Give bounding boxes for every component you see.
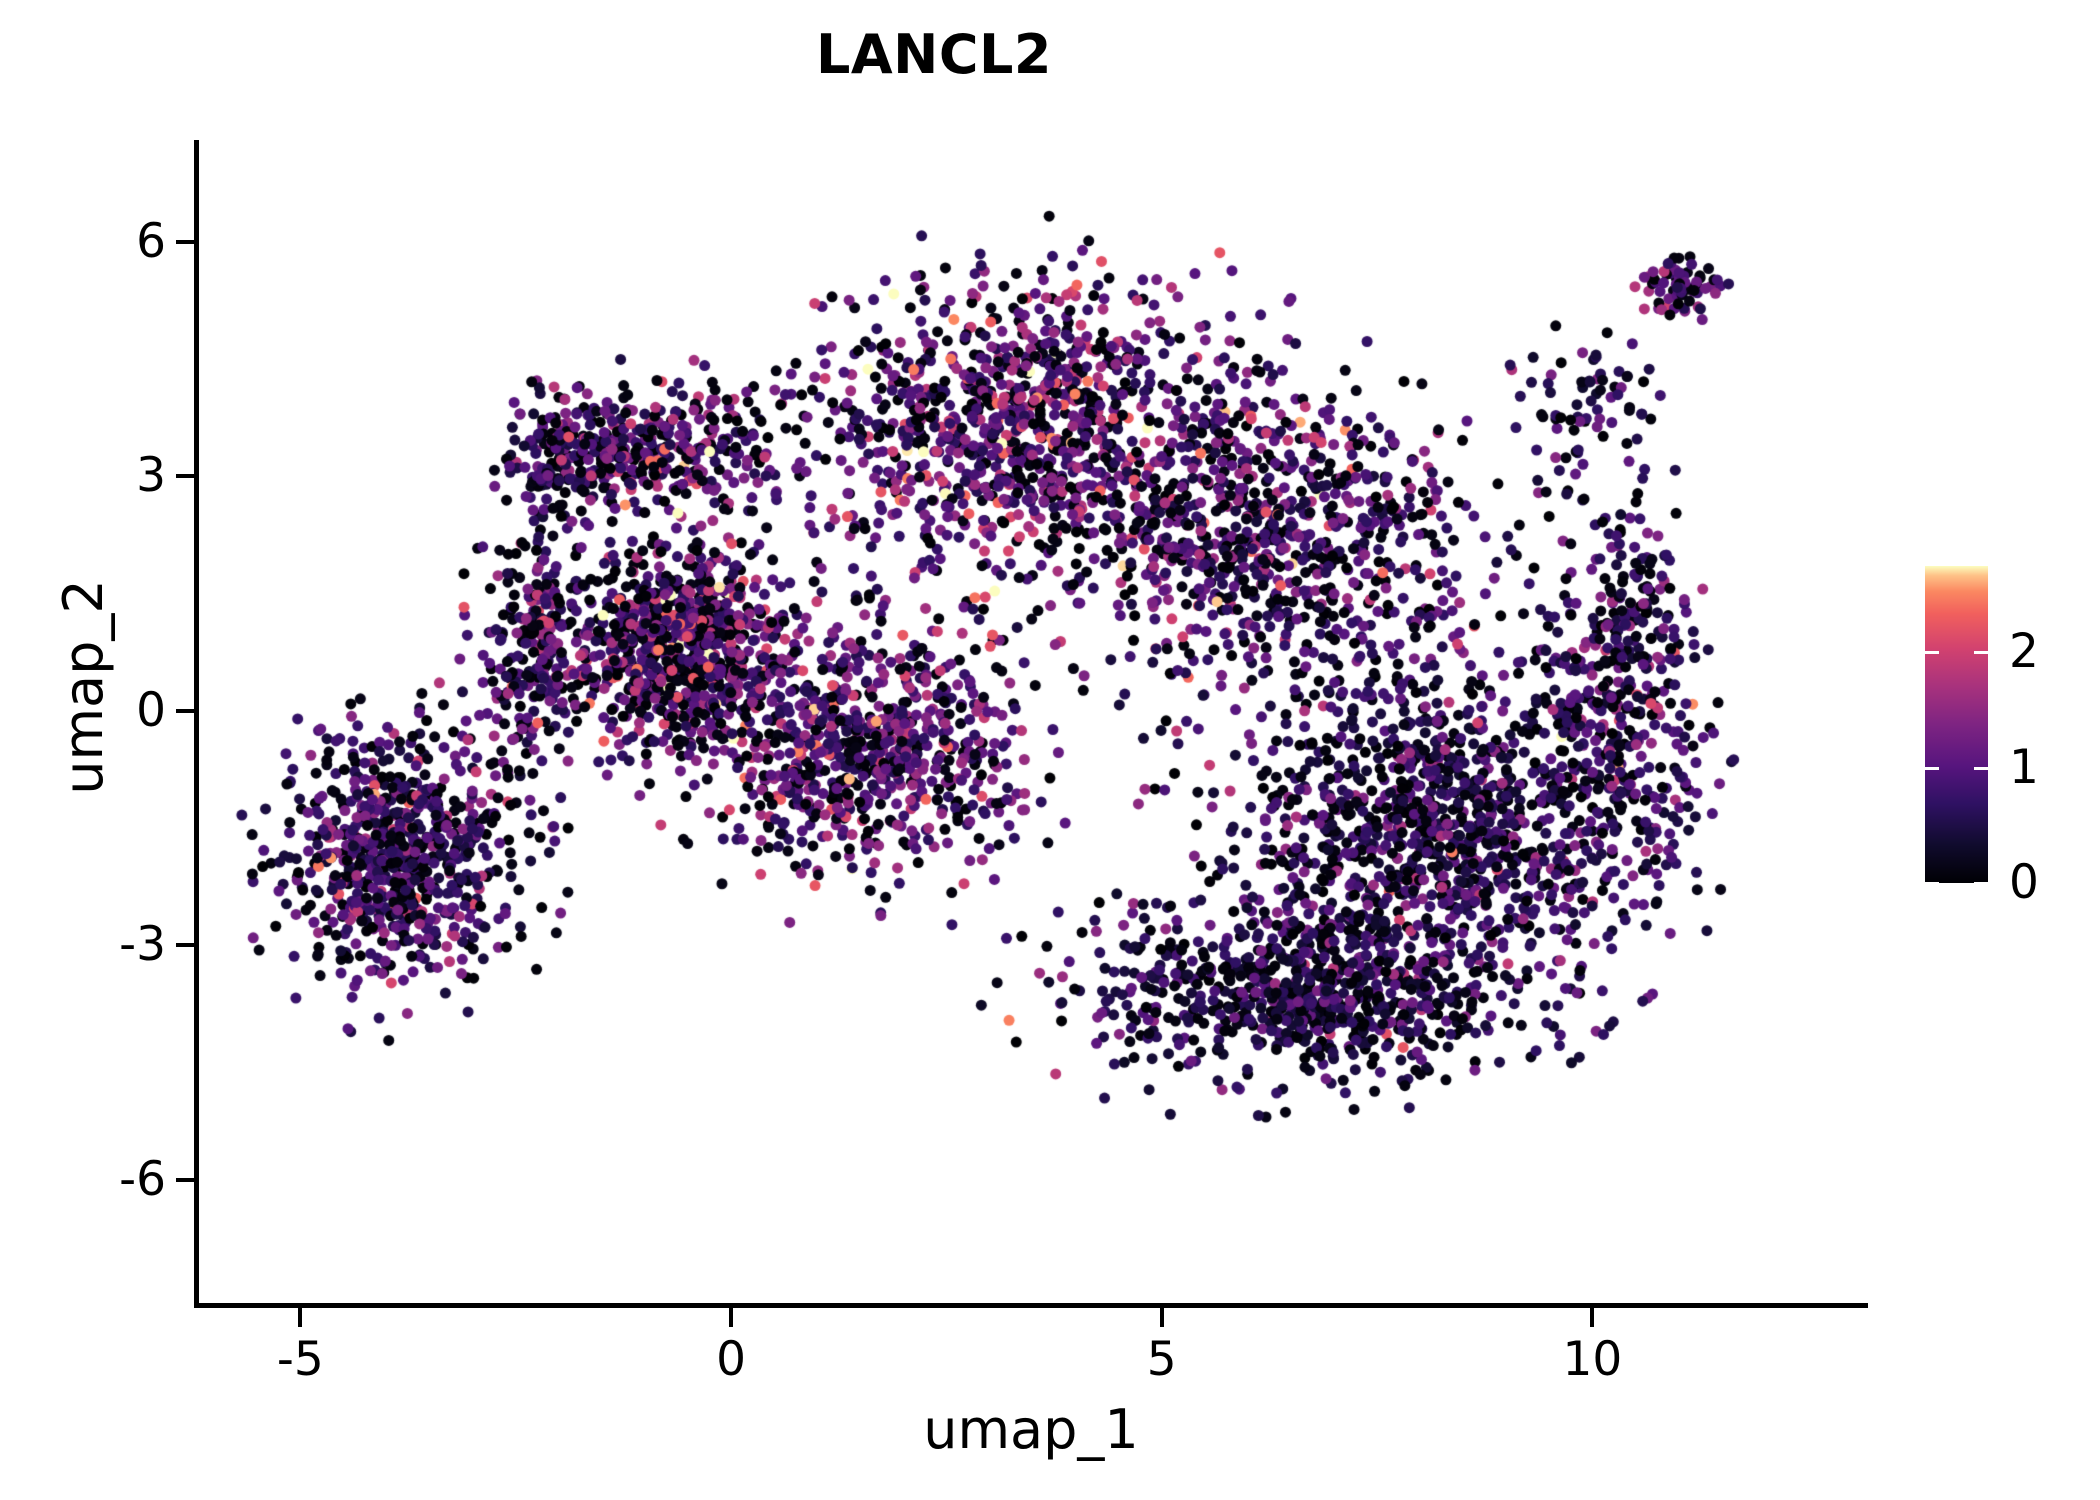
y-tick-mark <box>176 1177 195 1182</box>
colorbar-tick-mark <box>1925 882 1988 885</box>
x-tick-mark <box>729 1308 734 1327</box>
y-tick-mark <box>176 708 195 713</box>
y-tick-label: -6 <box>119 1151 166 1207</box>
y-axis-spine <box>194 140 199 1308</box>
x-tick-mark <box>298 1308 303 1327</box>
y-tick-mark <box>176 474 195 479</box>
y-axis-label-wrap: umap_2 <box>0 579 484 795</box>
y-tick-mark <box>176 239 195 244</box>
x-tick-mark <box>1159 1308 1164 1327</box>
y-axis-label: umap_2 <box>52 579 115 795</box>
x-tick-label: 10 <box>1562 1332 1623 1387</box>
colorbar: 0 1 2 <box>1925 566 2100 910</box>
colorbar-tick-mark <box>1925 651 1988 655</box>
x-tick-mark <box>1590 1308 1595 1327</box>
y-tick-mark <box>176 943 195 948</box>
x-tick-label: 0 <box>716 1332 746 1387</box>
x-tick-label: 5 <box>1146 1332 1177 1387</box>
colorbar-tick-label: 1 <box>2009 739 2039 795</box>
colorbar-tick-label: 0 <box>2009 855 2039 910</box>
y-tick-label: 3 <box>136 448 166 504</box>
x-axis-spine <box>194 1303 1868 1308</box>
x-tick-label: -5 <box>276 1332 324 1387</box>
scatter-plot-canvas <box>197 140 1868 1305</box>
x-axis-label: umap_1 <box>923 1398 1139 1461</box>
colorbar-tick-label: 2 <box>2009 624 2039 680</box>
colorbar-tick-mark <box>1925 766 1988 770</box>
y-tick-label: -3 <box>119 917 166 973</box>
y-tick-label: 6 <box>136 213 166 269</box>
colorbar-gradient <box>1925 566 1988 883</box>
page-title: LANCL2 <box>815 23 1052 86</box>
y-tick-label: 0 <box>136 682 166 738</box>
